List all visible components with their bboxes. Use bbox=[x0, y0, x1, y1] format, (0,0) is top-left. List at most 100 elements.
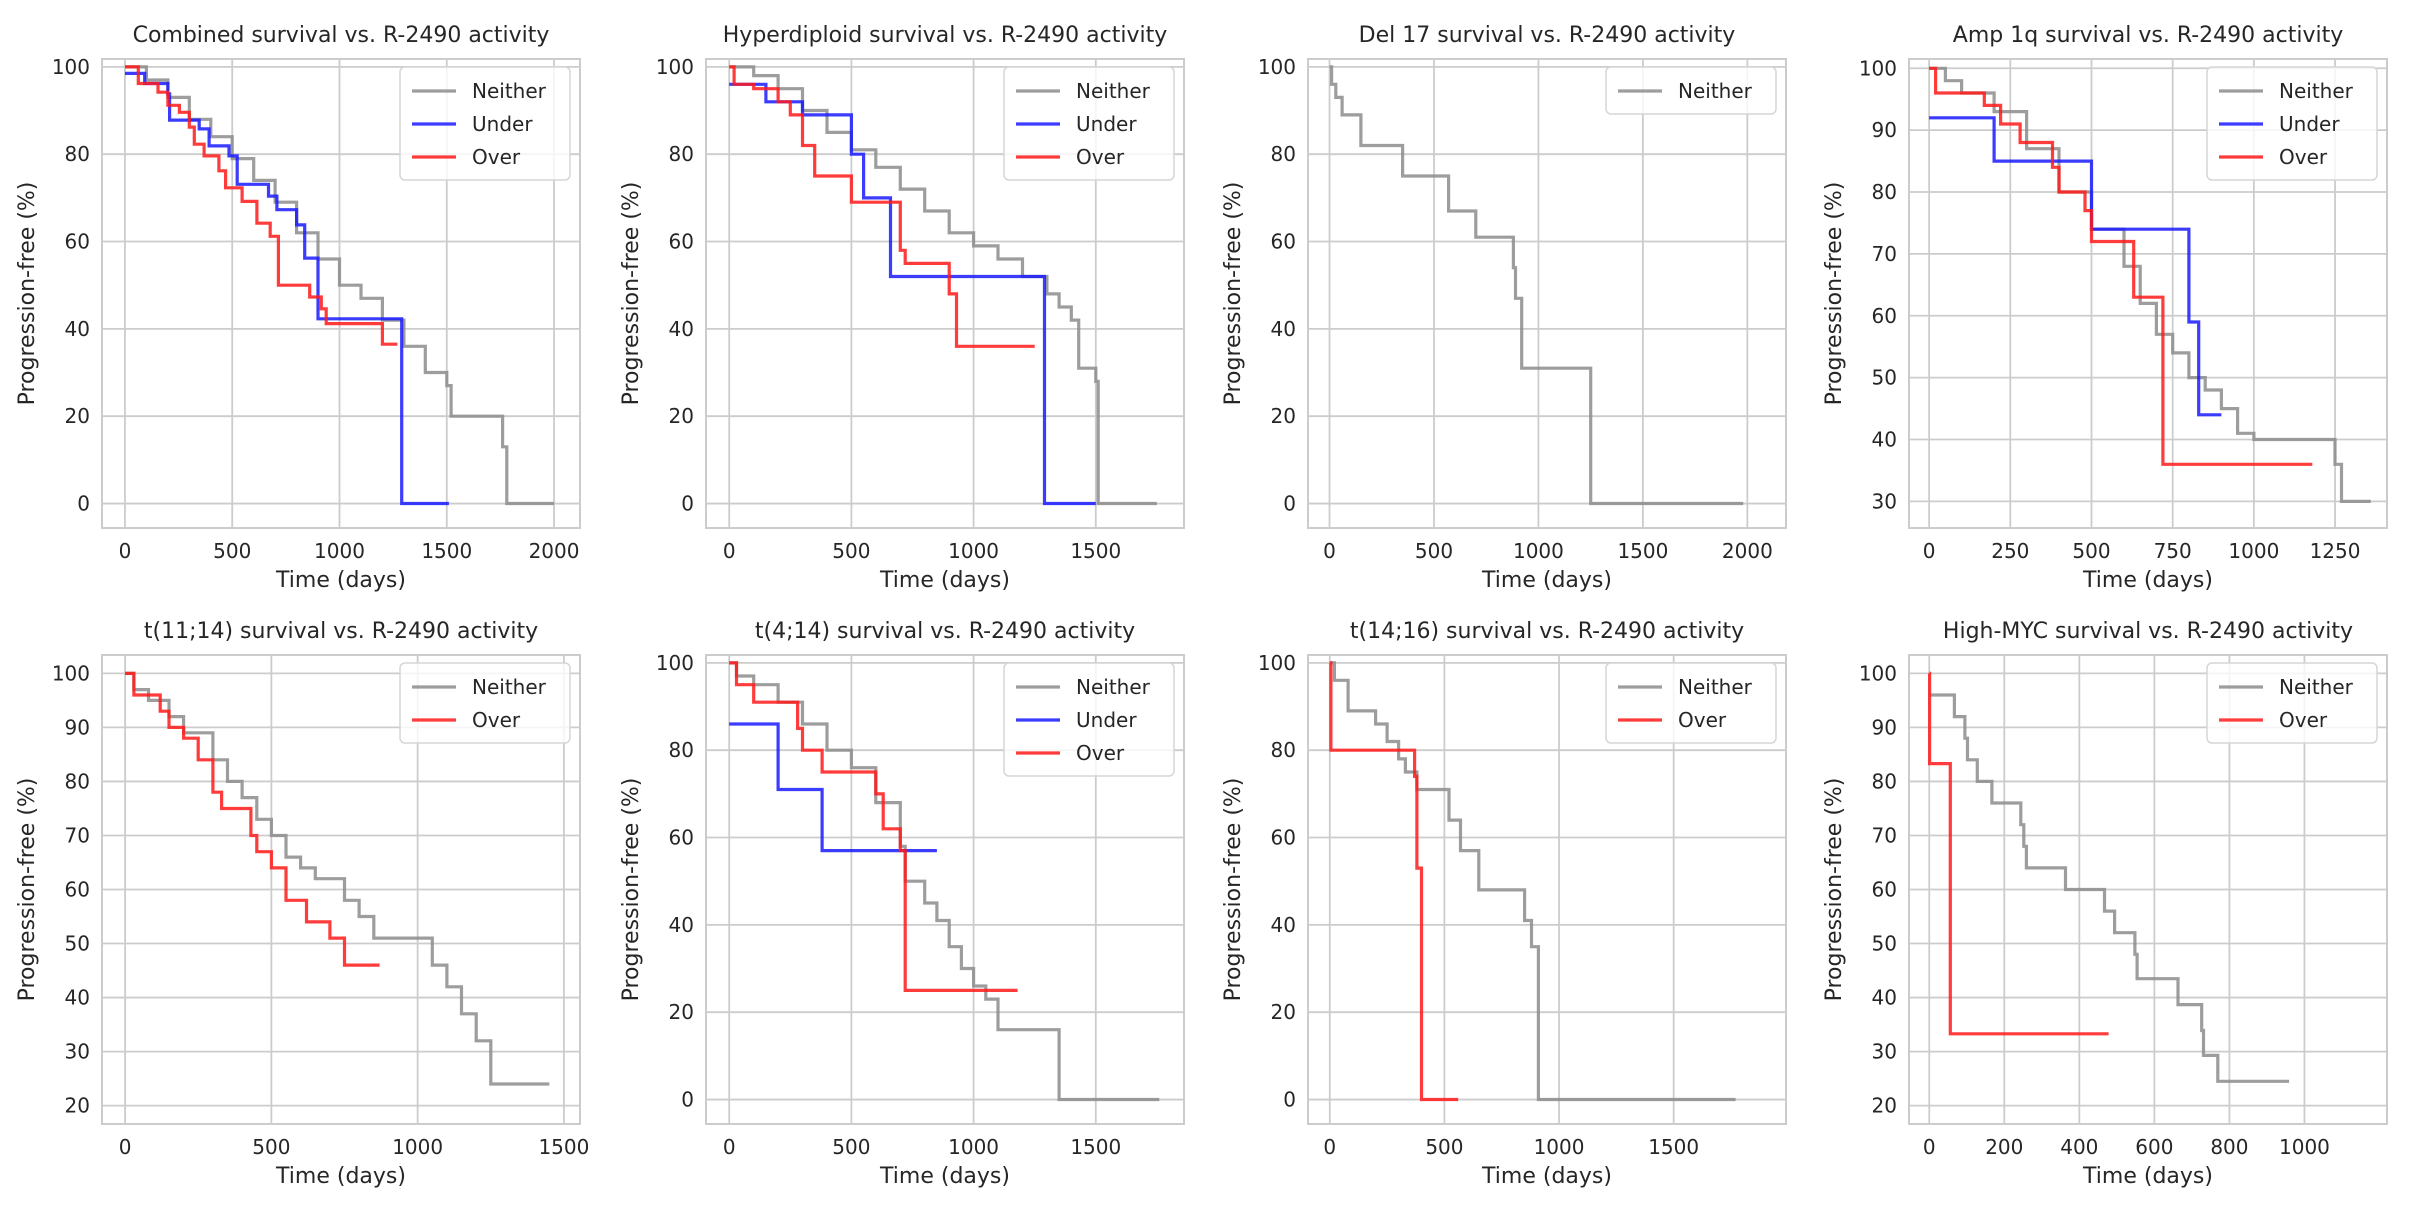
subplot-title: Del 17 survival vs. R-2490 activity bbox=[1359, 23, 1736, 48]
legend-label: Under bbox=[472, 112, 533, 136]
x-tick-label: 1000 bbox=[392, 1135, 443, 1159]
subplot-title: t(4;14) survival vs. R-2490 activity bbox=[755, 619, 1135, 644]
series-line-over bbox=[729, 65, 1035, 348]
series-line-neither bbox=[125, 671, 550, 1086]
x-tick-label: 750 bbox=[2154, 539, 2192, 563]
legend-label: Neither bbox=[2279, 675, 2354, 699]
x-tick-label: 1500 bbox=[1648, 1135, 1699, 1159]
subplot: 0 500 1000 1500 0 20 40 60 80 100 Neither Under Over… bbox=[619, 619, 1185, 1189]
legend: Neither Under Over bbox=[1003, 662, 1175, 777]
axes-frame bbox=[705, 654, 1185, 1125]
y-axis-label: Progression-free (%) bbox=[1221, 778, 1246, 1002]
y-tick-label: 0 bbox=[77, 492, 90, 516]
x-tick-label: 1000 bbox=[948, 539, 999, 563]
legend: Neither Under Over bbox=[1003, 66, 1175, 181]
y-tick-label: 40 bbox=[669, 913, 694, 937]
x-tick-label: 1000 bbox=[948, 1135, 999, 1159]
subplot-title: Hyperdiploid survival vs. R-2490 activit… bbox=[723, 23, 1167, 48]
x-tick-label: 0 bbox=[723, 1135, 736, 1159]
subplot-title: t(11;14) survival vs. R-2490 activity bbox=[144, 619, 538, 644]
x-tick-label: 500 bbox=[832, 539, 870, 563]
axes-frame bbox=[705, 58, 1185, 529]
x-tick-label: 0 bbox=[1923, 1135, 1936, 1159]
y-tick-label: 20 bbox=[669, 1000, 694, 1024]
y-axis-label: Progression-free (%) bbox=[15, 778, 40, 1002]
y-axis-label: Progression-free (%) bbox=[619, 778, 644, 1002]
y-tick-label: 90 bbox=[1872, 118, 1897, 142]
y-tick-label: 80 bbox=[669, 142, 694, 166]
y-tick-label: 20 bbox=[1872, 1094, 1897, 1118]
series-line-under bbox=[1929, 116, 2222, 417]
subplot-title: t(14;16) survival vs. R-2490 activity bbox=[1350, 619, 1744, 644]
subplot: 0 500 1000 1500 2000 0 20 40 60 80 100 Neither Del 1… bbox=[1221, 23, 1787, 593]
x-tick-label: 0 bbox=[119, 1135, 132, 1159]
y-tick-label: 40 bbox=[1271, 317, 1296, 341]
y-tick-label: 100 bbox=[656, 651, 694, 675]
x-tick-label: 400 bbox=[2060, 1135, 2098, 1159]
subplot: 0 500 1000 1500 2000 0 20 40 60 80 100 Neither Under… bbox=[15, 23, 581, 593]
legend-box bbox=[2206, 66, 2378, 181]
legend-label: Under bbox=[2279, 112, 2340, 136]
y-tick-label: 100 bbox=[52, 661, 90, 685]
x-axis-label: Time (days) bbox=[2082, 1164, 2213, 1189]
x-tick-label: 1500 bbox=[1070, 1135, 1121, 1159]
subplot-title: Amp 1q survival vs. R-2490 activity bbox=[1953, 23, 2343, 48]
x-tick-label: 1000 bbox=[314, 539, 365, 563]
x-axis-label: Time (days) bbox=[879, 568, 1010, 593]
subplot: 0 500 1000 1500 20 30 40 50 60 70 80 90 100 Neither Ov… bbox=[15, 619, 589, 1189]
y-tick-label: 50 bbox=[1872, 932, 1897, 956]
series-line-neither bbox=[729, 65, 1157, 506]
y-tick-label: 60 bbox=[1271, 826, 1296, 850]
y-tick-label: 60 bbox=[669, 230, 694, 254]
legend-label: Neither bbox=[1076, 79, 1151, 103]
y-tick-label: 0 bbox=[1283, 492, 1296, 516]
legend-box bbox=[1003, 66, 1175, 181]
legend-label: Neither bbox=[1678, 79, 1753, 103]
legend-label: Over bbox=[2279, 708, 2328, 732]
legend: Neither bbox=[1605, 66, 1777, 115]
x-tick-label: 0 bbox=[1323, 1135, 1336, 1159]
x-tick-label: 250 bbox=[1991, 539, 2029, 563]
x-tick-label: 0 bbox=[1923, 539, 1936, 563]
legend-label: Over bbox=[472, 145, 521, 169]
y-tick-label: 80 bbox=[65, 769, 90, 793]
series-line-under bbox=[729, 82, 1096, 506]
x-tick-label: 1000 bbox=[1513, 539, 1564, 563]
legend: Neither Under Over bbox=[399, 66, 571, 181]
y-tick-label: 40 bbox=[1872, 428, 1897, 452]
legend: Neither Over bbox=[2206, 662, 2378, 744]
y-tick-label: 60 bbox=[1872, 878, 1897, 902]
y-tick-label: 40 bbox=[65, 317, 90, 341]
x-tick-label: 600 bbox=[2135, 1135, 2173, 1159]
y-tick-label: 60 bbox=[669, 826, 694, 850]
axes-frame bbox=[1307, 58, 1787, 529]
y-tick-label: 100 bbox=[1258, 55, 1296, 79]
legend: Neither Over bbox=[1605, 662, 1777, 744]
legend-label: Under bbox=[1076, 708, 1137, 732]
y-tick-label: 70 bbox=[1872, 242, 1897, 266]
axes-frame bbox=[1908, 58, 2388, 529]
y-tick-label: 80 bbox=[1271, 738, 1296, 762]
y-tick-label: 20 bbox=[1271, 1000, 1296, 1024]
x-tick-label: 500 bbox=[213, 539, 251, 563]
x-axis-label: Time (days) bbox=[275, 1164, 406, 1189]
y-tick-label: 100 bbox=[52, 55, 90, 79]
y-tick-label: 40 bbox=[65, 986, 90, 1010]
legend-label: Over bbox=[1076, 741, 1125, 765]
series-line-over bbox=[125, 671, 380, 967]
subplot-title: Combined survival vs. R-2490 activity bbox=[133, 23, 550, 48]
y-tick-label: 50 bbox=[1872, 366, 1897, 390]
x-tick-label: 1500 bbox=[421, 539, 472, 563]
legend-box bbox=[1605, 662, 1777, 744]
series-line-under bbox=[729, 722, 937, 853]
subplot: 0 500 1000 1500 0 20 40 60 80 100 Neither Over t(14;… bbox=[1221, 619, 1787, 1189]
x-axis-label: Time (days) bbox=[1481, 568, 1612, 593]
y-axis-label: Progression-free (%) bbox=[15, 182, 40, 406]
y-axis-label: Progression-free (%) bbox=[619, 182, 644, 406]
legend-label: Neither bbox=[1678, 675, 1753, 699]
series-line-over bbox=[125, 65, 398, 346]
y-tick-label: 20 bbox=[1271, 404, 1296, 428]
series-line-neither bbox=[1329, 65, 1744, 506]
legend-box bbox=[399, 66, 571, 181]
y-tick-label: 0 bbox=[681, 1088, 694, 1112]
